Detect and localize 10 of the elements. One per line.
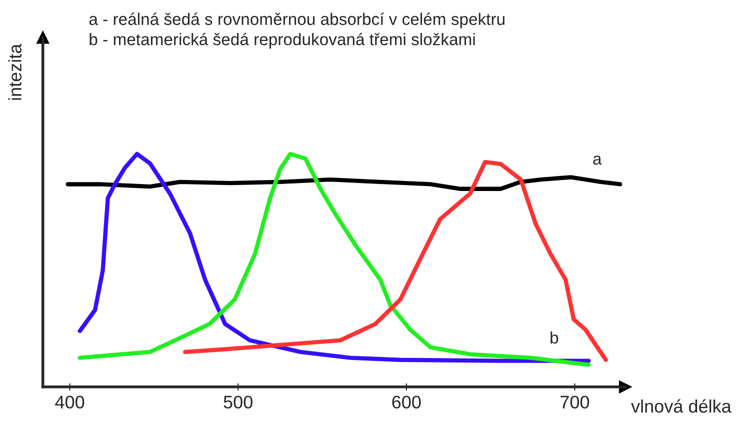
text: b - metamerická šedá reprodukovaná třemi složkami (90, 32, 475, 49)
x-tick-label: 400 (55, 396, 84, 408)
x-axis-title: vlnová délka (631, 399, 732, 413)
annotation: b (550, 331, 558, 344)
x-tick-label: 600 (392, 396, 421, 408)
annotation: a (593, 156, 602, 165)
x-tick-label: 500 (224, 396, 252, 408)
y-axis-title: intezita (8, 44, 22, 100)
x-tick-label: 700 (560, 396, 590, 408)
text: a - reálná šedá s rovnoměrnou absorbcí v celém spektru (89, 12, 504, 28)
